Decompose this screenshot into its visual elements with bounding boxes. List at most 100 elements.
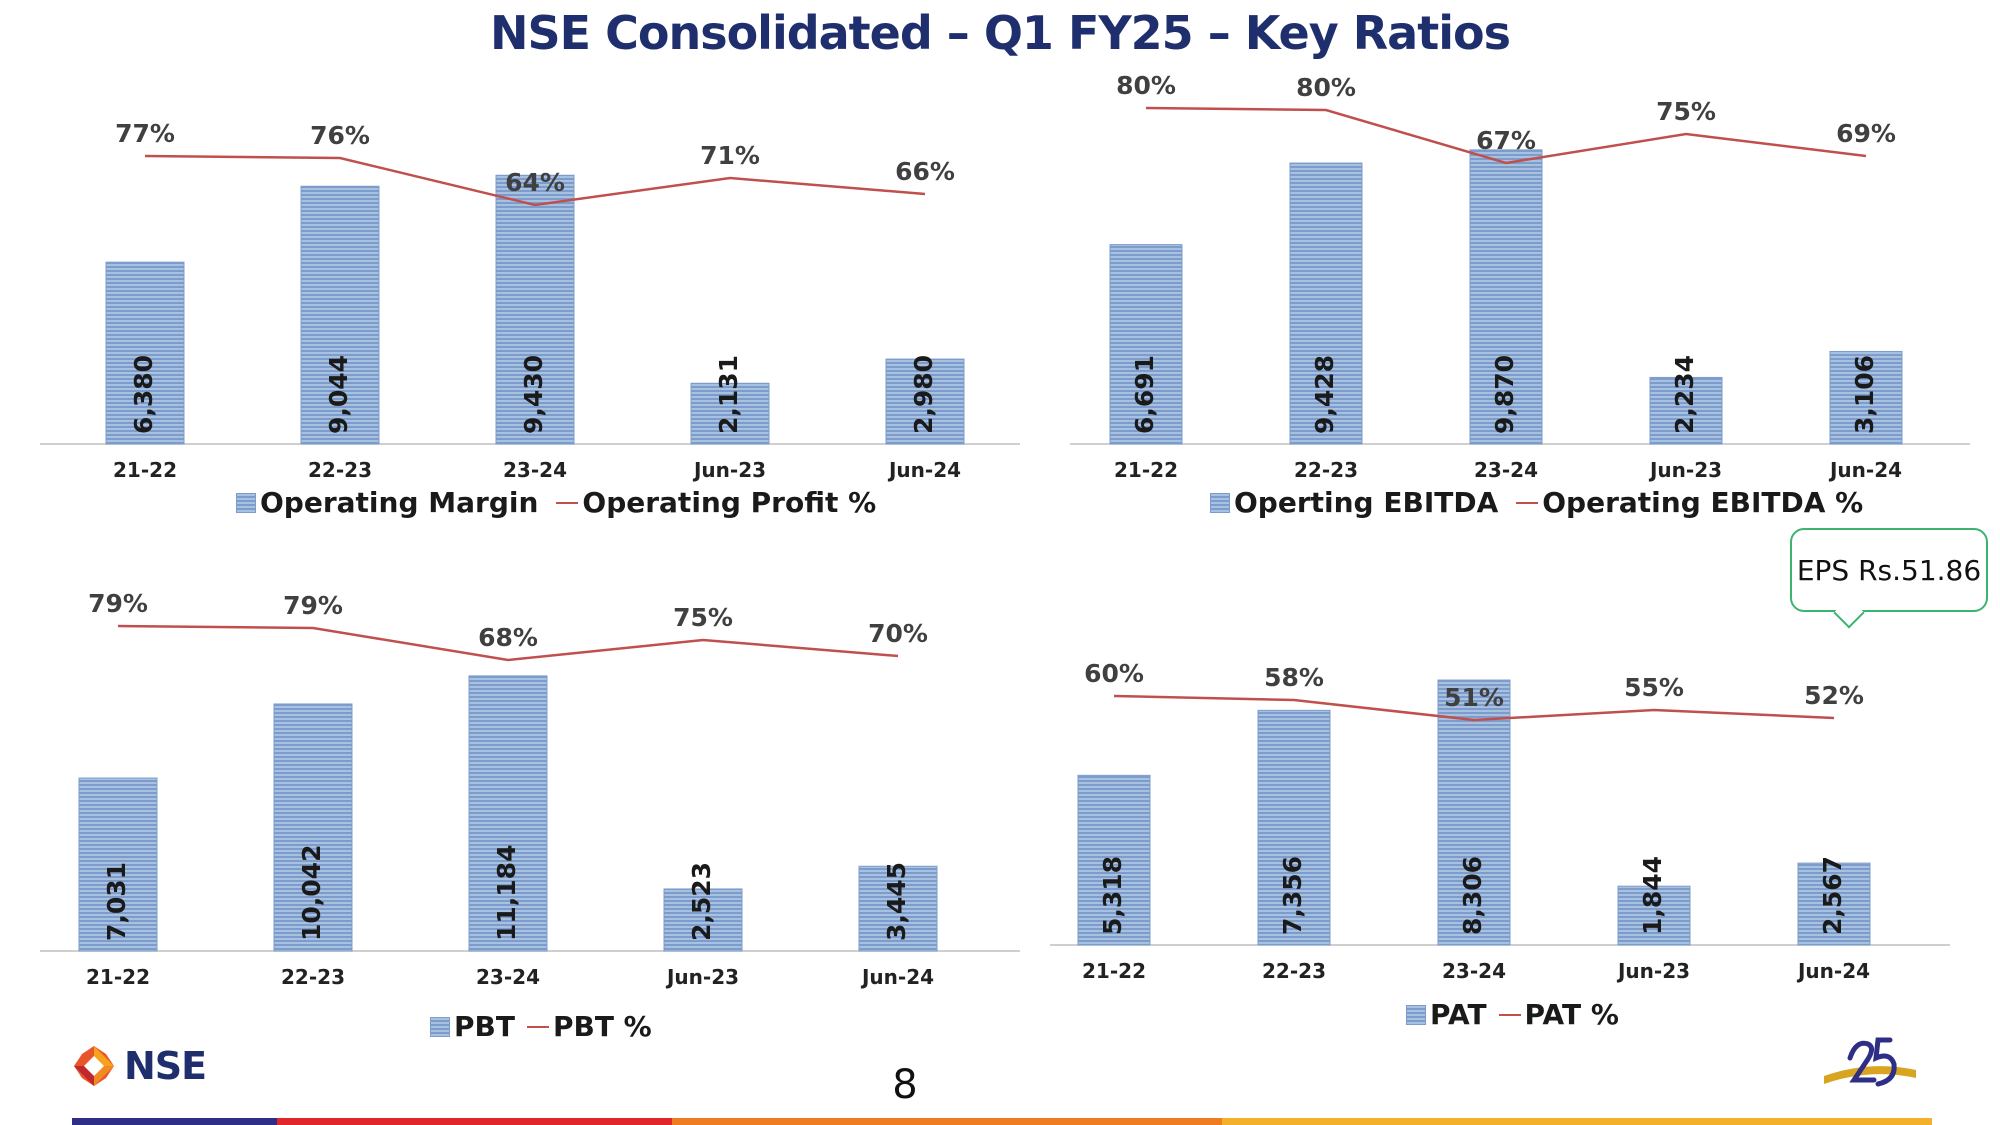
line-value-label: 80% [1116,71,1176,100]
x-tick-label: 21-22 [1082,959,1146,983]
line-value-label: 70% [868,619,928,648]
bar-Jun-24 [1797,862,1871,946]
legend-line-label: PAT % [1524,998,1619,1031]
x-tick-label: 23-24 [1442,959,1506,983]
bar-Jun-24 [885,358,965,445]
bar-value-label: 3,445 [882,862,911,941]
x-tick-label: 23-24 [503,458,567,482]
chart-operating-margin: 6,380 21-22 77% 9,044 22-23 76% 9,430 23-24 64% 2… [40,119,1020,482]
line-value-label: 52% [1804,681,1864,710]
bar-value-label: 8,306 [1458,856,1487,935]
line-value-label: 51% [1444,683,1504,712]
bar-23-24 [468,675,548,952]
line-value-label: 67% [1476,126,1536,155]
line-value-label: 55% [1624,673,1684,702]
eps-callout: EPS Rs.51.86 [1790,528,1988,612]
page-title: NSE Consolidated – Q1 FY25 – Key Ratios [490,6,1511,60]
bar-value-label: 9,044 [324,355,353,434]
legend-bar-label: Operting EBITDA [1234,486,1499,519]
bar-value-label: 2,234 [1670,355,1699,434]
bar-value-label: 2,131 [714,355,743,434]
legend-bar-label: PBT [454,1010,515,1043]
chart-pat: 5,318 21-22 60% 7,356 22-23 58% 8,306 23-24 51% 1… [1050,659,1950,983]
legend-line-label: Operating Profit % [582,486,877,519]
x-tick-label: Jun-24 [860,965,934,989]
bar-Jun-23 [663,888,743,952]
percent-series-line [1113,694,1835,722]
page-number: 8 [892,1062,918,1108]
legend-pbt: PBT PBT % [430,1010,652,1043]
line-value-label: 68% [478,623,538,652]
nse-logo-icon [74,1046,114,1086]
x-tick-label: 22-23 [1294,458,1358,482]
legend-line-swatch [526,1025,549,1028]
legend-bar-label: Operating Margin [260,486,539,519]
bar-22-23 [1289,162,1363,445]
nse-logo: NSE [72,1044,207,1088]
bar-value-label: 7,356 [1278,856,1307,935]
bar-value-label: 1,844 [1638,856,1667,935]
percent-series-line [1145,106,1867,165]
anniversary-emblem-icon [1824,1037,1916,1087]
bar-23-24 [495,174,575,445]
bar-21-22 [78,777,158,952]
bar-21-22 [105,261,185,445]
x-tick-label: Jun-23 [665,965,739,989]
legend-bar-swatch [1406,1004,1426,1025]
x-tick-label: Jun-23 [1616,959,1690,983]
x-tick-label: 22-23 [281,965,345,989]
bar-23-24 [1437,679,1511,946]
eps-callout-text: EPS Rs.51.86 [1796,553,1982,587]
bar-value-label: 9,430 [519,355,548,434]
bar-value-label: 6,380 [129,355,158,434]
x-tick-label: 21-22 [86,965,150,989]
bar-value-label: 2,523 [687,862,716,941]
legend-line-label: Operating EBITDA % [1542,486,1864,519]
chart-operating-ebitda: 6,691 21-22 80% 9,428 22-23 80% 9,870 23-24 67% 2… [1070,71,1970,482]
x-tick-label: Jun-24 [887,458,961,482]
x-tick-label: Jun-24 [1796,959,1870,983]
legend-bar-swatch [430,1016,450,1037]
footer-color-bar [72,1118,1932,1125]
legend-bar-swatch [236,492,256,513]
legend-bar-label: PAT [1430,998,1487,1031]
line-value-label: 64% [505,168,565,197]
bar-22-23 [300,185,380,445]
bar-Jun-24 [858,865,938,952]
bar-21-22 [1109,244,1183,445]
bar-Jun-24 [1829,350,1903,445]
line-value-label: 71% [700,141,760,170]
x-tick-label: 22-23 [1262,959,1326,983]
x-tick-label: 23-24 [476,965,540,989]
legend-bar-swatch [1210,492,1230,513]
legend-operating-margin: Operating Margin Operating Profit % [236,486,876,519]
bar-value-label: 3,106 [1850,355,1879,434]
line-value-label: 76% [310,121,370,150]
line-value-label: 75% [673,603,733,632]
legend-line-swatch [1516,501,1539,504]
bar-value-label: 7,031 [102,862,131,941]
x-tick-label: 23-24 [1474,458,1538,482]
x-tick-label: 22-23 [308,458,372,482]
bar-value-label: 2,980 [909,355,938,434]
nse-logo-text: NSE [124,1044,207,1088]
bar-21-22 [1077,774,1151,946]
bar-value-label: 2,567 [1818,856,1847,935]
legend-line-label: PBT % [552,1010,652,1043]
line-value-label: 69% [1836,119,1896,148]
bar-value-label: 9,870 [1490,355,1519,434]
percent-series-line [117,624,899,662]
line-value-label: 79% [283,591,343,620]
bar-Jun-23 [1617,885,1691,946]
x-tick-label: 21-22 [1114,458,1178,482]
bar-value-label: 9,428 [1310,355,1339,434]
percent-series-line [144,154,926,207]
bar-value-label: 6,691 [1130,355,1159,434]
line-value-label: 60% [1084,659,1144,688]
line-value-label: 80% [1296,73,1356,102]
legend-pat: PAT PAT % [1406,998,1619,1031]
x-tick-label: Jun-24 [1828,458,1902,482]
legend-line-swatch [556,501,579,504]
legend-line-swatch [1498,1013,1521,1016]
x-tick-label: Jun-23 [1648,458,1722,482]
